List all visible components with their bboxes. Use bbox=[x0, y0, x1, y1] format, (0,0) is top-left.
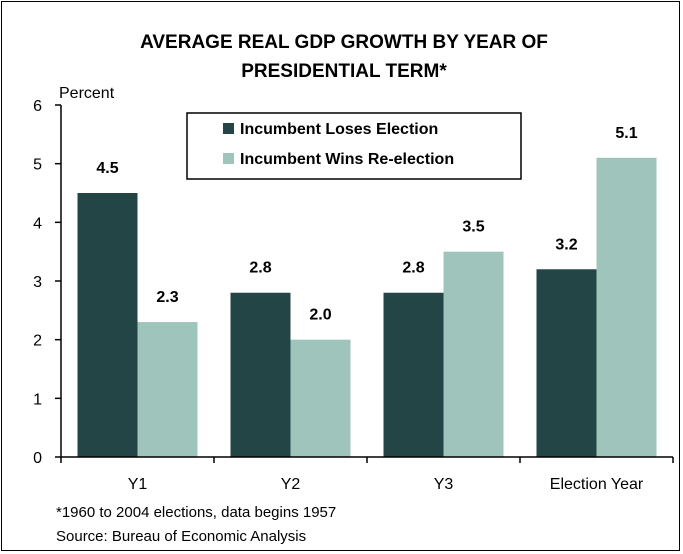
bar-value-label: 2.0 bbox=[309, 307, 331, 324]
y-tick-label: 3 bbox=[33, 274, 42, 291]
y-tick-label: 6 bbox=[33, 98, 42, 115]
chart-title-line-1: AVERAGE REAL GDP GROWTH BY YEAR OF bbox=[140, 32, 548, 53]
x-axis-labels: Y1 Y2 Y3 Election Year bbox=[60, 457, 674, 493]
bar-value-label: 2.8 bbox=[249, 260, 271, 277]
legend-label-loses: Incumbent Loses Election bbox=[240, 121, 438, 138]
bars bbox=[77, 157, 657, 458]
bar-value-label: 4.5 bbox=[96, 160, 118, 177]
bar-value-label: 3.5 bbox=[462, 219, 484, 236]
legend-swatch-wins bbox=[223, 153, 234, 164]
y-tick-label: 0 bbox=[33, 450, 42, 467]
bar-wins-1 bbox=[290, 339, 351, 457]
bar-value-labels: 4.5 2.3 2.8 2.0 2.8 3.5 3.2 5.1 bbox=[96, 125, 637, 324]
bar-loses-3 bbox=[536, 269, 597, 457]
bar-loses-0 bbox=[77, 193, 138, 457]
bar-wins-3 bbox=[596, 157, 657, 458]
legend: Incumbent Loses Election Incumbent Wins … bbox=[186, 112, 522, 180]
x-tick-label: Y3 bbox=[434, 476, 454, 493]
bar-value-label: 5.1 bbox=[615, 125, 637, 142]
bar-value-label: 3.2 bbox=[555, 236, 577, 253]
footnote-elections: *1960 to 2004 elections, data begins 195… bbox=[56, 504, 336, 521]
y-tick-label: 2 bbox=[33, 333, 42, 350]
y-tick-label: 4 bbox=[33, 215, 42, 232]
x-tick-label: Election Year bbox=[550, 476, 644, 493]
legend-swatch-loses bbox=[223, 123, 234, 134]
y-axis-ticks: 0 1 2 3 4 5 6 bbox=[33, 98, 61, 467]
bar-value-label: 2.8 bbox=[402, 260, 424, 277]
bar-wins-2 bbox=[443, 251, 504, 457]
y-axis-label: Percent bbox=[59, 85, 115, 102]
y-tick-label: 1 bbox=[33, 391, 42, 408]
chart-title-line-2: PRESIDENTIAL TERM* bbox=[241, 61, 447, 82]
legend-box bbox=[186, 112, 522, 180]
footnote-source: Source: Bureau of Economic Analysis bbox=[56, 528, 306, 545]
bar-loses-1 bbox=[230, 292, 291, 457]
y-tick-label: 5 bbox=[33, 157, 42, 174]
bar-wins-0 bbox=[137, 322, 198, 457]
x-tick-label: Y1 bbox=[128, 476, 148, 493]
bar-loses-2 bbox=[383, 292, 444, 457]
legend-label-wins: Incumbent Wins Re-election bbox=[240, 151, 454, 168]
x-tick-label: Y2 bbox=[281, 476, 301, 493]
bar-value-label: 2.3 bbox=[156, 289, 178, 306]
